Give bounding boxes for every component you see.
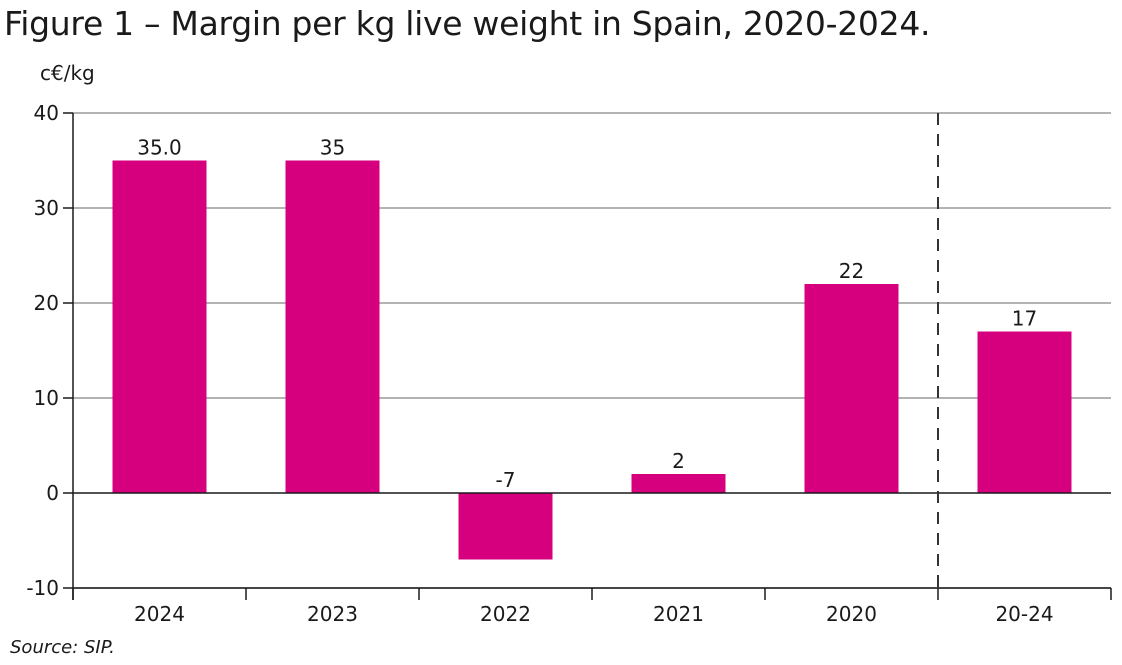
chart-title: Figure 1 – Margin per kg live weight in … bbox=[4, 4, 931, 43]
axes bbox=[63, 112, 1112, 600]
bars bbox=[112, 160, 1072, 560]
bar-2022 bbox=[458, 493, 553, 560]
x-tick-label-2024: 2024 bbox=[134, 602, 185, 626]
data-label-2024: 35.0 bbox=[137, 136, 182, 160]
data-label-2023: 35 bbox=[320, 136, 345, 160]
y-tick-label: 40 bbox=[34, 101, 59, 125]
data-label-2022: -7 bbox=[496, 468, 516, 492]
source-note: Source: SIP. bbox=[10, 637, 115, 658]
y-tick-label: 10 bbox=[34, 386, 59, 410]
y-unit-label: c€/kg bbox=[40, 61, 95, 85]
data-label-2020: 22 bbox=[839, 259, 864, 283]
y-tick-label: 0 bbox=[46, 481, 59, 505]
bar-2021 bbox=[631, 474, 726, 493]
y-tick-label: -10 bbox=[26, 576, 59, 600]
gridlines bbox=[73, 112, 1111, 589]
data-label-20-24: 17 bbox=[1012, 307, 1037, 331]
y-tick-label: 30 bbox=[34, 196, 59, 220]
y-tick-label: 20 bbox=[34, 291, 59, 315]
data-label-2021: 2 bbox=[672, 449, 685, 473]
x-tick-label-2021: 2021 bbox=[653, 602, 704, 626]
bar-2023 bbox=[285, 160, 380, 493]
x-tick-label-2022: 2022 bbox=[480, 602, 531, 626]
x-tick-label-2020: 2020 bbox=[826, 602, 877, 626]
bar-2020 bbox=[804, 284, 899, 493]
x-tick-label-2023: 2023 bbox=[307, 602, 358, 626]
x-tick-label-20-24: 20-24 bbox=[995, 602, 1053, 626]
labels: -10 0 10 20 30 40 c€/kg 35.0 2024 35 2023 -7 2022 2 20… bbox=[26, 61, 1053, 626]
bar-2024 bbox=[112, 160, 207, 493]
bar-20-24 bbox=[977, 331, 1072, 493]
